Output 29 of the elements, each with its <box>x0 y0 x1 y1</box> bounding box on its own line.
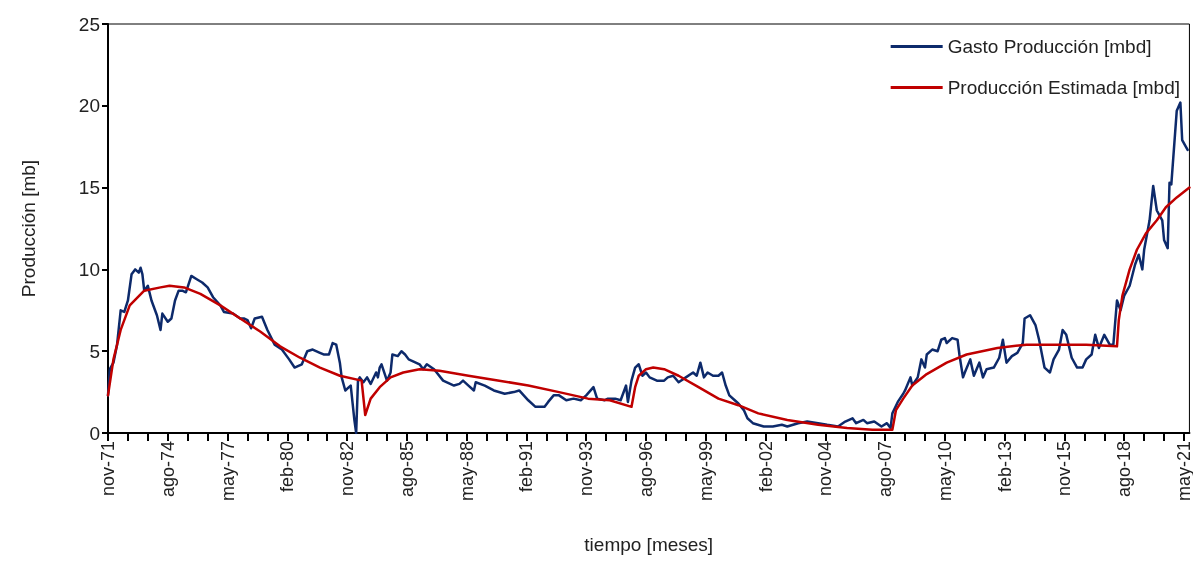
x-tick-label: feb-80 <box>277 441 298 493</box>
x-tick-label: nov-71 <box>98 441 118 497</box>
x-tick-label: feb-02 <box>755 441 776 493</box>
x-tick-label: ago-85 <box>396 441 417 498</box>
x-tick-label: may-77 <box>217 441 238 502</box>
x-tick-label: may-88 <box>456 441 477 502</box>
x-tick-label: nov-82 <box>337 441 358 497</box>
x-tick-label: ago-18 <box>1114 441 1135 498</box>
y-tick-label: 5 <box>89 340 100 362</box>
y-tick-label: 15 <box>78 177 100 199</box>
x-tick-label: nov-93 <box>576 441 597 497</box>
legend-label: Producción Estimada [mbd] <box>947 77 1181 98</box>
x-tick-label: may-21 <box>1174 441 1193 502</box>
x-tick-label: ago-74 <box>157 441 178 498</box>
x-axis-title: tiempo [meses] <box>584 534 714 555</box>
x-tick-label: may-10 <box>934 441 955 502</box>
x-tick-label: may-99 <box>695 441 716 502</box>
x-tick-label: nov-04 <box>815 441 836 497</box>
legend-label: Gasto Producción [mbd] <box>947 36 1152 57</box>
x-tick-label: ago-07 <box>875 441 896 498</box>
y-tick-label: 0 <box>89 422 100 444</box>
x-tick-label: ago-96 <box>636 441 656 498</box>
x-tick-label: feb-13 <box>994 441 1015 493</box>
y-tick-label: 20 <box>78 95 100 117</box>
y-tick-label: 25 <box>78 13 100 35</box>
y-tick-label: 10 <box>78 258 100 280</box>
x-tick-label: nov-15 <box>1054 441 1075 497</box>
x-tick-label: feb-91 <box>516 441 537 493</box>
y-axis-title: Producción [mb] <box>18 159 39 298</box>
